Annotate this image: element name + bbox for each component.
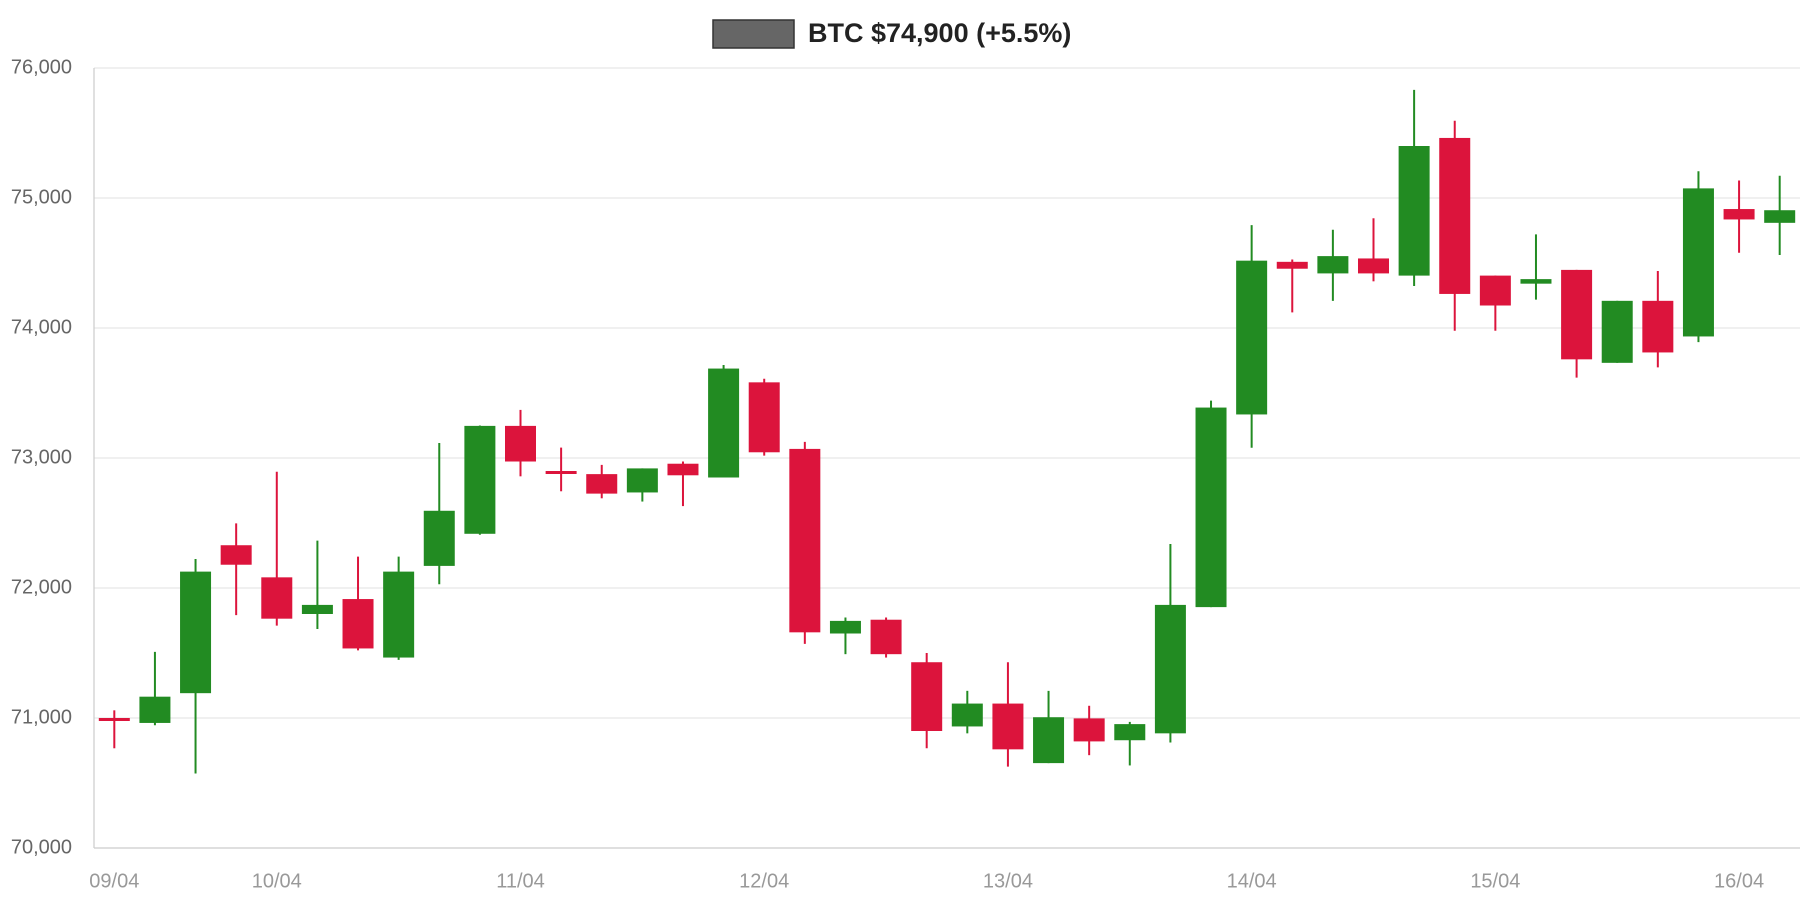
candle-body: [545, 471, 577, 474]
candle-body: [505, 425, 536, 462]
y-tick-label: 74,000: [11, 316, 72, 338]
candle-body: [301, 604, 333, 614]
candle-body: [586, 474, 618, 494]
y-tick-label: 75,000: [11, 186, 72, 208]
candle-body: [180, 571, 212, 694]
y-tick-label: 70,000: [11, 836, 72, 858]
candle-body: [708, 368, 740, 478]
candle-body: [1276, 261, 1308, 269]
candle-body: [1154, 604, 1186, 734]
candle-body: [1195, 407, 1227, 608]
candle-body: [342, 599, 374, 649]
candle-body: [992, 703, 1024, 750]
candle-body: [1317, 256, 1349, 274]
candle-body: [261, 577, 293, 619]
y-tick-label: 72,000: [11, 576, 72, 598]
candle-body: [383, 571, 415, 658]
x-tick-label: 14/04: [1227, 870, 1277, 892]
y-tick-label: 76,000: [11, 56, 72, 78]
candle-body: [1479, 275, 1511, 306]
candle-body: [911, 662, 943, 731]
candle-body: [1439, 137, 1471, 294]
x-tick-label: 10/04: [252, 870, 302, 892]
candle-body: [139, 696, 171, 723]
candle-body: [1764, 210, 1796, 223]
candle-body: [1520, 279, 1552, 284]
x-tick-label: 16/04: [1714, 870, 1764, 892]
candle-body: [1358, 258, 1389, 274]
candle-body: [423, 510, 455, 566]
candle-body: [1114, 724, 1146, 741]
candle-body: [951, 703, 983, 727]
candle-body: [1073, 718, 1105, 742]
candle-body: [626, 468, 658, 493]
candle-body: [1723, 209, 1755, 220]
candle-body: [1682, 188, 1714, 337]
candle-body: [464, 425, 496, 534]
x-tick-label: 13/04: [983, 870, 1033, 892]
candle-body: [1398, 146, 1430, 276]
y-tick-label: 73,000: [11, 446, 72, 468]
x-tick-label: 09/04: [89, 870, 139, 892]
candle-body: [748, 382, 780, 453]
y-tick-label: 71,000: [11, 706, 72, 728]
candle-body: [667, 463, 699, 476]
candle-body: [1601, 300, 1633, 363]
candle-body: [1642, 300, 1674, 353]
legend-label: BTC $74,900 (+5.5%): [808, 18, 1071, 48]
x-tick-label: 11/04: [496, 870, 545, 892]
x-tick-label: 12/04: [739, 870, 789, 892]
candle-body: [789, 448, 821, 633]
candle-body: [829, 620, 861, 634]
x-tick-label: 15/04: [1470, 870, 1520, 892]
legend-swatch: [712, 19, 795, 49]
candle-body: [1033, 717, 1065, 764]
candle-body: [220, 545, 252, 565]
candle-body: [870, 619, 902, 655]
candle-body: [1236, 260, 1268, 415]
candle-body: [98, 718, 130, 721]
candle-body: [1561, 269, 1593, 360]
